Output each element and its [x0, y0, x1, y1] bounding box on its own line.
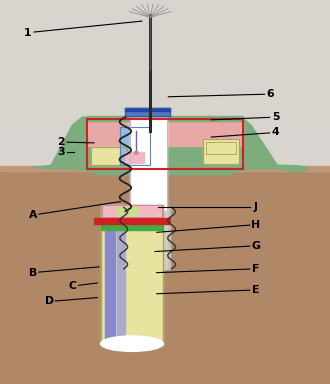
- Text: J: J: [254, 202, 258, 212]
- Bar: [130, 207, 167, 269]
- Text: H: H: [251, 220, 260, 230]
- Bar: [0, 33, 330, 45]
- Bar: [130, 117, 167, 211]
- Bar: [87, 116, 243, 121]
- Bar: [125, 108, 170, 111]
- Text: 1: 1: [24, 28, 32, 38]
- Text: D: D: [45, 296, 54, 306]
- Bar: [101, 205, 163, 346]
- Bar: [102, 205, 162, 217]
- Bar: [0, 89, 330, 100]
- Bar: [0, 11, 330, 22]
- Bar: [0, 167, 330, 384]
- Ellipse shape: [134, 151, 138, 154]
- Bar: [0, 111, 330, 122]
- Polygon shape: [277, 165, 309, 172]
- Polygon shape: [51, 117, 277, 175]
- Text: B: B: [29, 268, 37, 278]
- Text: A: A: [29, 210, 37, 220]
- Bar: [0, 78, 330, 89]
- Bar: [0, 0, 330, 167]
- Bar: [102, 205, 162, 217]
- Text: 2: 2: [57, 137, 65, 147]
- Bar: [0, 45, 330, 56]
- Bar: [0, 156, 330, 167]
- Text: 6: 6: [267, 89, 275, 99]
- Text: E: E: [252, 285, 259, 295]
- Bar: [0, 0, 330, 11]
- Text: 4: 4: [272, 127, 280, 137]
- Bar: [125, 108, 170, 116]
- Bar: [120, 127, 150, 165]
- Bar: [0, 22, 330, 33]
- Text: F: F: [252, 264, 259, 274]
- Bar: [117, 207, 137, 215]
- Bar: [117, 227, 125, 340]
- Bar: [0, 145, 330, 156]
- Text: G: G: [251, 241, 260, 251]
- Bar: [130, 117, 167, 211]
- Bar: [203, 139, 239, 164]
- Bar: [111, 340, 153, 344]
- Text: C: C: [69, 281, 77, 291]
- Bar: [0, 67, 330, 78]
- Bar: [87, 119, 243, 169]
- Bar: [0, 100, 330, 111]
- Bar: [0, 56, 330, 67]
- Text: 5: 5: [272, 112, 279, 122]
- Bar: [203, 139, 239, 164]
- Bar: [91, 147, 127, 165]
- Bar: [120, 127, 150, 165]
- Bar: [0, 134, 330, 145]
- Polygon shape: [33, 165, 53, 169]
- Text: 3: 3: [57, 147, 65, 157]
- Bar: [206, 142, 236, 154]
- Bar: [0, 166, 330, 171]
- Bar: [125, 108, 170, 116]
- Bar: [127, 207, 170, 269]
- Bar: [101, 205, 163, 346]
- Bar: [101, 225, 163, 230]
- Bar: [91, 147, 127, 165]
- Bar: [125, 152, 144, 163]
- Bar: [105, 227, 115, 340]
- Ellipse shape: [101, 336, 163, 351]
- Bar: [87, 119, 243, 146]
- Bar: [94, 218, 170, 224]
- Bar: [0, 122, 330, 134]
